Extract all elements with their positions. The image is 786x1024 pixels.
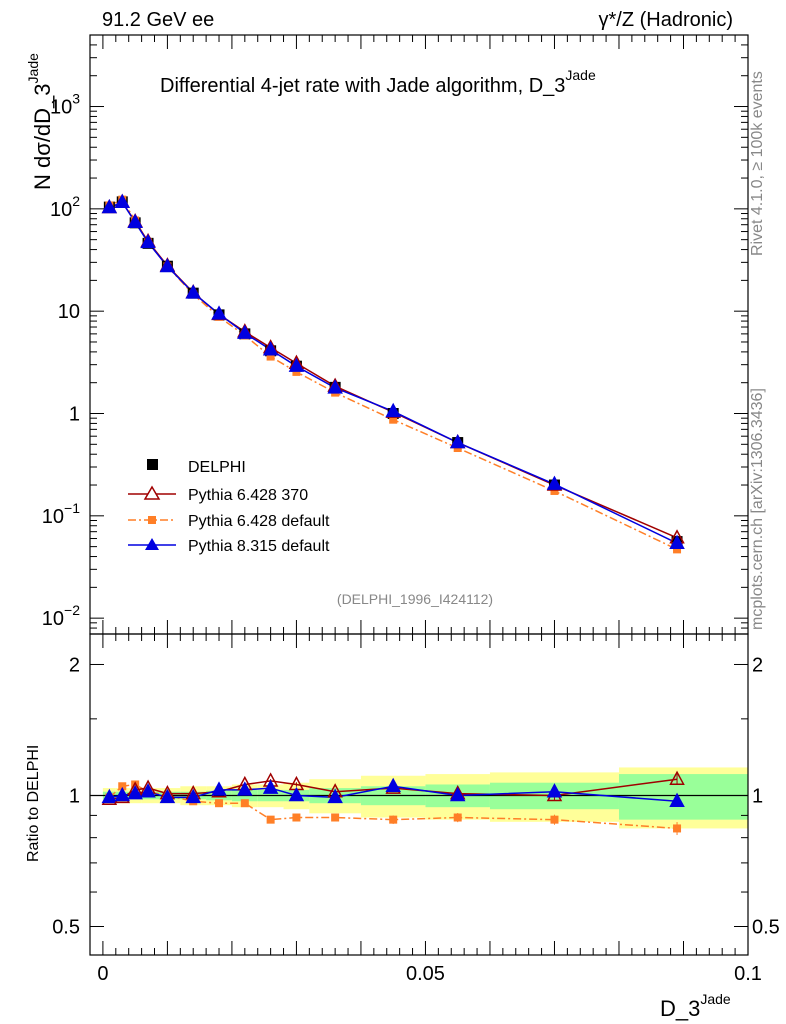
data-point-py8-default	[237, 324, 253, 339]
data-point-py6-default	[550, 486, 559, 495]
data-point-py8-default	[114, 193, 131, 209]
main-y-axis-label: N dσ/dD_3Jade	[25, 53, 55, 190]
rivet-version-label: Rivet 4.1.0, ≥ 100k events	[749, 71, 766, 256]
ratio-point-py6-default	[673, 824, 682, 833]
ratio-y-tick-label-right: 1	[752, 785, 763, 807]
data-point-py8-default	[101, 198, 118, 214]
ratio-band-inner	[618, 774, 748, 820]
ratio-y-axis-label: Ratio to DELPHI	[25, 745, 42, 862]
x-tick-label: 0	[97, 963, 108, 985]
mcplots-label: mcplots.cern.ch [arXiv:1306.3436]	[749, 388, 766, 630]
ratio-point-py8-default	[159, 788, 176, 804]
ratio-point-py8-default	[114, 786, 131, 802]
ratio-point-py6-default	[453, 813, 462, 822]
ratio-point-py8-default	[327, 788, 343, 804]
ratio-frame	[89, 633, 749, 956]
data-point-py8-default	[449, 433, 466, 449]
ratio-y-tick-label: 1	[69, 785, 80, 807]
legend-marker-py6-370	[143, 485, 161, 500]
x-tick-label: 0.05	[406, 963, 445, 985]
ratio-point-py8-default	[140, 783, 156, 798]
legend-label-py6-default: Pythia 6.428 default	[188, 513, 330, 530]
ratio-point-py6-default	[331, 813, 340, 822]
data-point-py8-default	[288, 357, 305, 372]
ratio-point-py8-default	[546, 783, 563, 798]
energy-label: 91.2 GeV ee	[102, 9, 214, 31]
legend-label-delphi: DELPHI	[188, 459, 246, 476]
ratio-y-tick-label: 0.5	[52, 916, 80, 938]
ratio-point-py8-default	[185, 788, 201, 804]
ratio-point-py8-default	[449, 786, 466, 802]
legend-marker-py8-default	[145, 538, 159, 550]
ratio-point-py8-default	[101, 788, 118, 804]
main-y-tick-label: 103	[50, 91, 80, 119]
ratio-point-py6-default	[215, 799, 224, 808]
ratio-point-py6-default	[240, 799, 249, 808]
ratio-line-py6-default	[108, 783, 678, 830]
ratio-point-py8-default	[127, 785, 143, 800]
data-point-py8-default	[159, 257, 176, 273]
ratio-point-py6-default	[118, 782, 127, 791]
legend-marker-delphi	[147, 459, 158, 470]
ratio-point-py8-default	[669, 792, 685, 807]
svg-text:N dσ/dD_3Jade: N dσ/dD_3Jade	[25, 53, 55, 190]
legend-label-py8-default: Pythia 8.315 default	[188, 538, 330, 555]
ratio-point-py8-default	[211, 781, 227, 796]
ratio-panel: 0.5 0.5 1 1 2 2 0 0.05 0.1	[52, 633, 780, 985]
main-y-tick-label: 10−2	[42, 602, 80, 630]
data-point-py8-default	[385, 402, 401, 418]
data-point-py8-default	[211, 305, 227, 320]
ratio-y-tick-label-right: 2	[752, 654, 763, 676]
ratio-point-py6-default	[550, 815, 559, 824]
legend-marker-py6-default	[148, 516, 156, 524]
data-point-py8-default	[185, 284, 201, 299]
main-y-tick-label: 102	[50, 193, 80, 221]
legend: DELPHI Pythia 6.428 370 Pythia 6.428 def…	[128, 459, 330, 555]
data-point-py8-default	[327, 379, 343, 394]
data-point-py8-default	[262, 341, 279, 356]
data-point-py8-default	[127, 213, 143, 228]
ratio-point-py6-370	[669, 770, 685, 785]
main-panel: 10−2 10−1 1 10 102 103	[42, 34, 749, 635]
main-y-tick-label: 10	[58, 301, 80, 323]
ratio-point-py6-default	[266, 815, 275, 824]
data-point-py8-default	[669, 534, 685, 549]
ratio-y-tick-label-right: 0.5	[752, 916, 780, 938]
chart-title: Differential 4-jet rate with Jade algori…	[160, 67, 596, 97]
main-y-tick-label: 1	[69, 403, 80, 425]
data-point-py6-default	[673, 545, 682, 554]
x-tick-label: 0.1	[734, 963, 762, 985]
data-point-py8-default	[546, 475, 563, 490]
analysis-tag: (DELPHI_1996_I424112)	[337, 591, 493, 607]
ratio-point-py6-default	[292, 813, 301, 822]
data-point-py6-default	[266, 352, 275, 361]
data-point-py8-default	[140, 233, 156, 249]
ratio-point-py6-default	[389, 815, 398, 824]
ratio-point-py8-default	[262, 779, 279, 794]
ratio-y-tick-label: 2	[69, 654, 80, 676]
process-label: γ*/Z (Hadronic)	[599, 9, 733, 31]
ratio-point-py8-default	[385, 777, 401, 793]
ratio-point-py8-default	[288, 786, 305, 802]
ratio-point-py8-default	[237, 781, 253, 796]
legend-label-py6-370: Pythia 6.428 370	[188, 487, 308, 504]
x-axis-label: D_3Jade	[660, 991, 731, 1021]
data-point-py6-default	[389, 415, 398, 424]
main-y-tick-label: 10−1	[42, 500, 80, 528]
